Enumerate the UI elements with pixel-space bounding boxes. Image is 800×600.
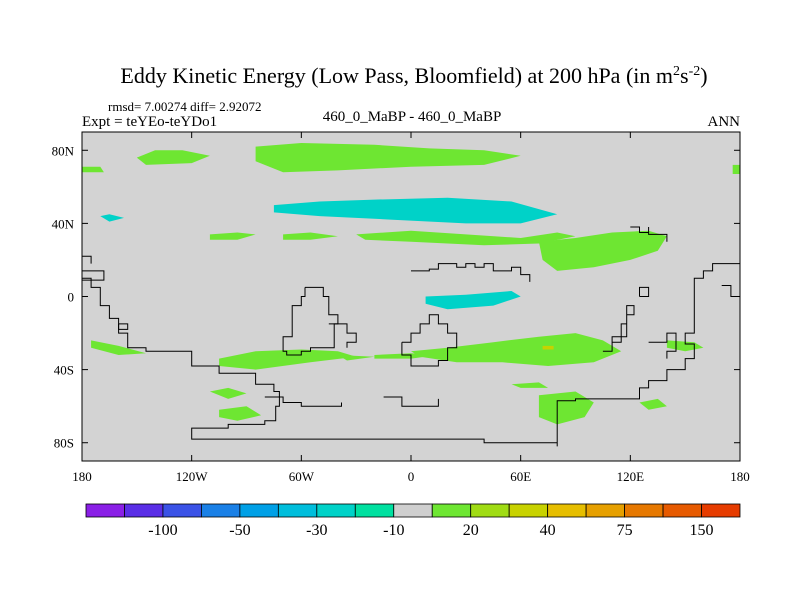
- coastline-10: [630, 226, 668, 242]
- colorbar-swatch: [354, 503, 395, 518]
- colorbar-swatch: [393, 503, 433, 518]
- y-tick-label: 80N: [52, 143, 75, 158]
- case-label: 460_0_MaBP - 460_0_MaBP: [323, 109, 502, 125]
- region-green-asia: [538, 230, 667, 271]
- contour-regions: [82, 143, 740, 425]
- colorbar-swatch: [316, 503, 356, 518]
- colorbar-swatch: [85, 503, 125, 518]
- region-yellow-spot: [542, 345, 554, 350]
- region-green-southern-small: [511, 382, 549, 388]
- coastline-2: [82, 255, 92, 264]
- region-cyan-africa: [425, 291, 521, 310]
- colorbar-swatch: [239, 503, 279, 518]
- x-tick-label: 0: [408, 469, 415, 484]
- y-tick-label: 40S: [54, 363, 74, 378]
- stats-label: rmsd= 7.00274 diff= 2.92072: [108, 99, 261, 114]
- region-green-antarctic-east-2: [639, 398, 667, 410]
- colorbar-swatch: [277, 503, 318, 518]
- x-tick-label: 180: [72, 469, 92, 484]
- x-tick-label: 60W: [289, 469, 315, 484]
- region-cyan-pacific-small: [100, 214, 124, 222]
- colorbar-swatch: [585, 503, 625, 518]
- colorbar-swatch: [662, 503, 702, 518]
- colorbar-label: -10: [383, 522, 404, 539]
- region-green-arctic-west: [136, 150, 210, 165]
- x-tick-label: 120W: [176, 469, 209, 484]
- colorbar-swatch: [508, 503, 549, 518]
- map-plot-area: 180 120W 60W 0 60E 120E 180 80N 40N 0 40S 80S: [52, 131, 750, 484]
- region-green-west-edge: [82, 166, 104, 173]
- region-green-atlantic-north: [209, 232, 256, 240]
- coastline-15: [602, 305, 635, 352]
- region-green-antarctic-east: [538, 391, 594, 425]
- coastline-12: [721, 285, 740, 297]
- colorbar-swatch: [701, 503, 741, 518]
- region-cyan-jet: [273, 197, 558, 224]
- region-green-southern-west: [91, 340, 146, 355]
- coastline-7: [383, 396, 439, 407]
- colorbar-swatch: [624, 503, 664, 518]
- region-green-southern-lower: [374, 353, 439, 359]
- coastline-11: [648, 332, 677, 359]
- region-green-arctic-main: [255, 143, 521, 173]
- x-tick-label: 120E: [617, 469, 645, 484]
- coastline-4: [282, 286, 339, 356]
- experiment-label: Expt = teYEo-teYDo1: [82, 114, 217, 130]
- coastline-8: [411, 263, 531, 282]
- colorbar-swatch: [201, 503, 241, 518]
- y-tick-label: 40N: [52, 216, 75, 231]
- colorbar-swatch: [162, 503, 202, 518]
- coastline-13: [82, 270, 105, 281]
- coastline-6: [264, 396, 342, 407]
- axis-ticks: 180 120W 60W 0 60E 120E 180 80N 40N 0 40S 80S: [52, 132, 750, 484]
- colorbar-swatch: [124, 503, 164, 518]
- x-tick-label: 180: [730, 469, 750, 484]
- colorbar-swatch: [547, 503, 587, 518]
- region-green-pacific-s-2: [219, 406, 262, 421]
- coastline-3: [118, 323, 129, 330]
- region-green-atlantic-north-2: [283, 232, 338, 240]
- chart-title: Eddy Kinetic Energy (Low Pass, Bloomfiel…: [120, 63, 707, 88]
- colorbar: -100 -50 -30 -10 20 40 75 150: [85, 503, 741, 539]
- colorbar-label: 20: [463, 522, 479, 539]
- colorbar-label: -50: [229, 522, 250, 539]
- x-tick-label: 60E: [510, 469, 531, 484]
- region-green-pacific-s-1: [209, 387, 247, 399]
- colorbar-label: 75: [617, 522, 633, 539]
- y-tick-label: 80S: [54, 436, 74, 451]
- coastlines: [82, 226, 740, 447]
- region-green-southern-mid-2: [337, 355, 375, 361]
- colorbar-swatch: [470, 503, 510, 518]
- region-green-europe-north: [356, 230, 576, 246]
- coastline-5: [328, 323, 357, 348]
- colorbar-label: 40: [540, 522, 556, 539]
- coastline-1: [82, 263, 740, 447]
- colorbar-label: 150: [690, 522, 714, 539]
- colorbar-label: -30: [306, 522, 327, 539]
- region-green-east-edge: [732, 164, 740, 174]
- colorbar-label: -100: [148, 522, 177, 539]
- season-label: ANN: [708, 114, 741, 130]
- y-tick-label: 0: [68, 290, 75, 305]
- colorbar-swatch: [431, 503, 472, 518]
- region-green-southern-mid: [219, 349, 357, 370]
- region-green-southern-main: [411, 333, 622, 366]
- coastline-9: [401, 314, 458, 367]
- coastline-14: [639, 286, 650, 297]
